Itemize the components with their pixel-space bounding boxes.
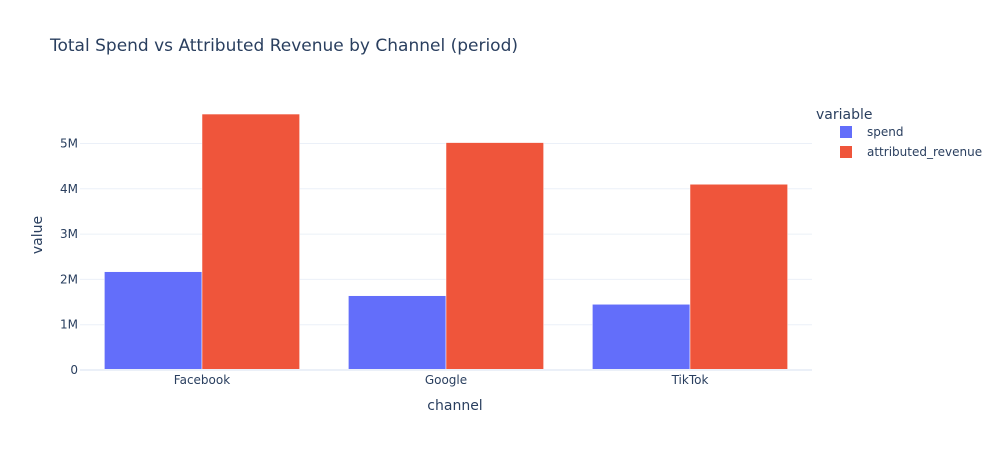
- bar-attributed_revenue-google[interactable]: [445, 142, 544, 371]
- legend[interactable]: spend attributed_revenue: [840, 125, 982, 159]
- x-tick-labels: Facebook Google TikTok: [174, 373, 709, 387]
- legend-label: attributed_revenue: [867, 145, 982, 159]
- y-tick-label: 5M: [60, 136, 78, 150]
- y-tick-label: 4M: [60, 182, 78, 196]
- legend-title: variable: [816, 107, 872, 123]
- x-tick-label: TikTok: [671, 373, 709, 387]
- y-axis-title: value: [30, 216, 46, 254]
- legend-label: spend: [867, 125, 903, 139]
- bar-attributed_revenue-tiktok[interactable]: [689, 184, 788, 371]
- y-tick-label: 3M: [60, 227, 78, 241]
- y-tick-label: 0: [70, 363, 78, 377]
- x-axis-title: channel: [427, 398, 482, 414]
- chart-title: Total Spend vs Attributed Revenue by Cha…: [49, 36, 518, 56]
- bar-attributed_revenue-facebook[interactable]: [201, 113, 300, 371]
- x-tick-label: Google: [425, 373, 467, 387]
- y-tick-label: 1M: [60, 318, 78, 332]
- bar-spend-facebook[interactable]: [104, 271, 203, 371]
- y-tick-labels: 0 1M 2M 3M 4M 5M: [60, 136, 78, 377]
- legend-swatch: [840, 146, 852, 158]
- legend-swatch: [840, 126, 852, 138]
- bars: [104, 113, 788, 371]
- bar-spend-tiktok[interactable]: [592, 304, 691, 371]
- y-tick-label: 2M: [60, 272, 78, 286]
- x-tick-label: Facebook: [174, 373, 230, 387]
- legend-item-attributed_revenue[interactable]: attributed_revenue: [840, 145, 982, 159]
- bar-spend-google[interactable]: [348, 295, 447, 371]
- legend-item-spend[interactable]: spend: [840, 125, 903, 139]
